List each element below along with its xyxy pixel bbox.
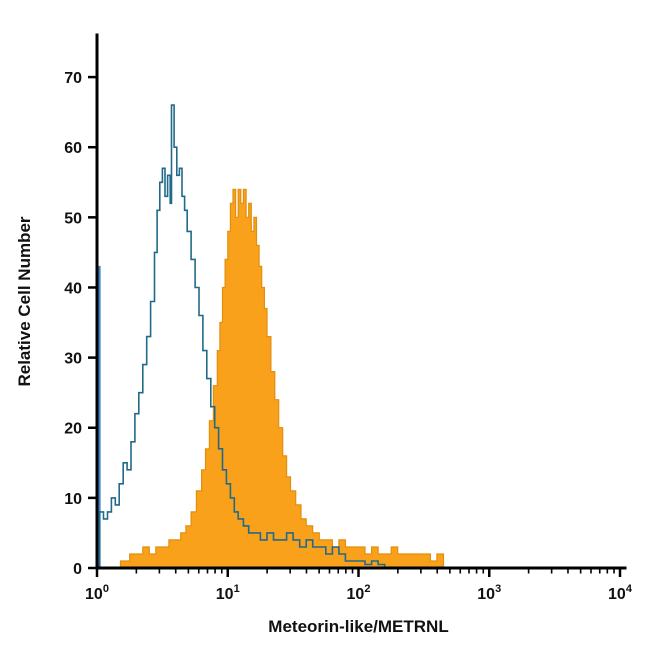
x-tick-label: 101 <box>216 583 240 603</box>
y-tick-label: 50 <box>64 210 82 227</box>
series-control-open <box>98 104 386 568</box>
y-tick-label: 20 <box>64 421 82 438</box>
x-tick-label: 100 <box>85 583 109 603</box>
y-tick-label: 70 <box>64 70 82 87</box>
x-tick-label: 104 <box>608 583 633 603</box>
axes-layer: 0 10 20 30 40 50 60 70 100 101 102 103 104 <box>64 33 633 603</box>
x-axis-title: Meteorin-like/METRNL <box>268 617 448 636</box>
x-tick-label: 103 <box>477 583 501 603</box>
series-stained-filled <box>119 188 445 569</box>
y-tick-label: 40 <box>64 280 82 297</box>
y-tick-label: 0 <box>73 561 82 578</box>
y-axis-title: Relative Cell Number <box>15 216 34 386</box>
x-tick-label: 102 <box>347 583 371 603</box>
y-tick-label: 10 <box>64 491 82 508</box>
y-tick-label: 60 <box>64 140 82 157</box>
y-tick-label: 30 <box>64 351 82 368</box>
